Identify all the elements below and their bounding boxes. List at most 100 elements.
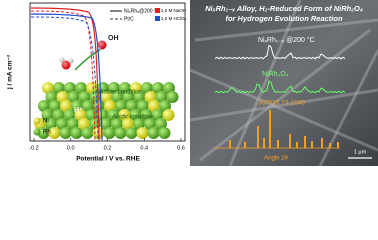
ni-atom-key [33,117,41,125]
atom [56,118,68,130]
jcpds-bar [304,136,306,148]
atom [166,91,179,103]
x-tick-label: 0.0 [67,145,75,151]
atom [104,100,116,112]
atom [144,91,157,103]
atom [129,109,142,121]
curve-alloy-naoh [30,7,100,141]
atom-slab [34,40,179,139]
atom [111,118,123,130]
fiber [194,18,378,42]
atom [86,82,98,94]
atom [141,82,153,94]
atom [130,82,142,94]
atom [111,91,124,103]
jcpds-bar [244,142,246,148]
figure: Ni₃Rh₅@200 °C Pt/C 1.0 M NaOH 1.0 M HClO… [7,0,378,167]
legend-swatch [155,16,160,21]
oxygen-atom [61,60,71,70]
atom [158,127,171,139]
atom [41,109,54,121]
atom [70,127,83,139]
curve-ptc-naoh [30,10,96,141]
atom [49,100,61,112]
atom [136,127,149,139]
atom [133,91,146,103]
atom [140,109,153,121]
jcpds-bar [296,142,298,148]
trace-label: JCPDS 73-1040 [258,100,305,107]
atom [144,118,156,130]
x-tick-label: 0.4 [140,145,148,151]
right-panel: NiₓRh₁₋ₓ Alloy, H₂-Reduced Form of NiRh₂… [189,0,378,167]
atom [38,100,50,112]
x-tick-label: 0.2 [104,145,112,151]
atom [78,91,91,103]
title: for Hydrogen Evolution Reaction [225,14,343,23]
curve-alloy-hclo4 [30,13,103,141]
xrd-axis-label: Angle 2θ [264,156,288,162]
legend-swatch [155,8,160,13]
jcpds-bar [277,140,279,148]
atom [37,127,50,139]
atom [45,91,58,103]
label-h2o: H₂O [70,71,84,78]
sem-background [190,0,378,166]
atom [126,100,138,112]
atom [163,82,175,94]
atom [152,82,164,94]
atom [122,91,135,103]
atom [162,109,175,121]
atom [151,109,164,121]
atom [71,100,83,112]
atom [74,109,87,121]
atom [147,127,160,139]
atom [137,100,149,112]
atom [155,118,167,130]
trace-label: NiRh₂O₄ [262,71,289,78]
rh-atom-key [33,128,41,136]
atom [119,82,131,94]
atom [59,127,72,139]
fiber [199,28,371,162]
scale-bar-label: 1 μm [354,149,367,155]
curve-ptc-hclo4 [30,16,99,141]
jcpds-bar [329,143,331,148]
atom [100,118,112,130]
atom [60,100,72,112]
atom [114,127,127,139]
atom [64,82,76,94]
x-tick-label: -0.2 [29,145,38,151]
atom [78,118,90,130]
legend-entry: 1.0 M NaOH [161,8,186,13]
jcpds-bar [229,140,231,148]
jcpds-bar [269,110,271,148]
label-alkaline: Alkaline condition [94,90,142,96]
atom [63,109,76,121]
atom [118,109,131,121]
hydrogen-atom [68,58,74,64]
sem-fibers [189,0,378,167]
x-tick-label: 0.6 [177,145,185,151]
atom-legend: Ni [43,119,49,125]
atom-legend: Rh [43,130,51,136]
atom [148,100,160,112]
atom [45,118,57,130]
jcpds-bar [337,142,339,148]
atom [42,82,54,94]
fiber [228,0,302,167]
legend-entry: Ni₃Rh₅@200 °C [124,8,160,14]
jcpds-bars [229,110,339,148]
title: NiₓRh₁₋ₓ Alloy, H₂-Reduced Form of NiRh₂… [205,4,363,13]
label-oh: OH [108,35,119,42]
legend-entry: Pt/C [124,16,134,22]
x-ticks: -0.2 0.0 0.2 0.4 0.6 [29,138,185,151]
jcpds-bar [311,141,313,148]
label-h-plus: H⁺ [74,107,83,114]
xrd-trace-alloy [214,44,346,60]
atom [67,91,80,103]
atom [96,109,109,121]
atom [67,118,79,130]
atom [82,100,94,112]
atom [75,82,87,94]
